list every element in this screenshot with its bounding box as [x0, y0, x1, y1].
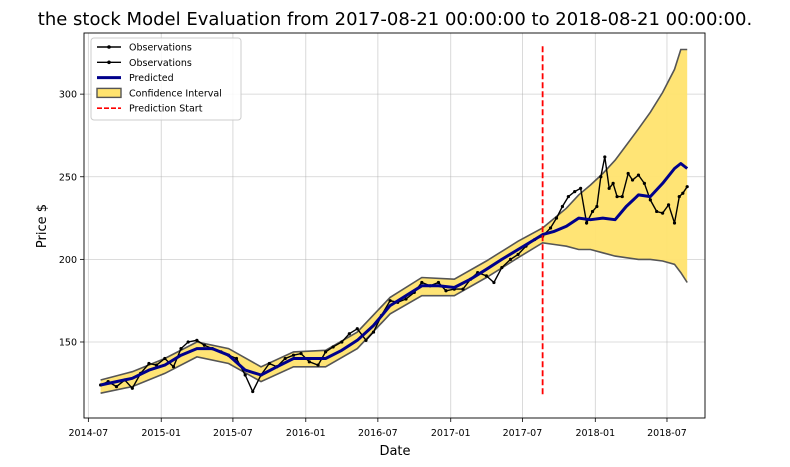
observation-point	[436, 280, 441, 285]
observation-point	[516, 252, 520, 257]
observation-point	[404, 297, 408, 301]
observation-point	[316, 363, 320, 367]
observation-point	[364, 338, 368, 342]
observation-point	[626, 171, 630, 176]
observation-point	[599, 175, 603, 179]
observation-point	[590, 209, 595, 214]
observation-point	[595, 204, 599, 209]
observation-point	[195, 338, 199, 342]
confidence-interval-lower-edge	[100, 241, 688, 394]
observation-point	[171, 365, 176, 369]
observation-point	[234, 356, 239, 361]
chart-title: the stock Model Evaluation from 2017-08-…	[38, 9, 752, 30]
legend-observations-marker	[107, 45, 111, 49]
observation-point	[642, 181, 647, 185]
observation-point	[331, 345, 335, 349]
observation-point	[607, 186, 611, 190]
observation-point	[388, 299, 392, 303]
legend-label: Confidence Interval	[129, 88, 222, 99]
observation-point	[444, 289, 448, 293]
observation-point	[615, 194, 619, 199]
observation-point	[202, 343, 206, 347]
observation-point	[323, 350, 328, 354]
observation-point	[484, 274, 488, 278]
observation-point	[655, 209, 659, 214]
axes: 2014-07 2015-01 2015-07 2016-01 2016-07 2017-…	[59, 32, 706, 439]
predicted-line	[100, 162, 689, 387]
observation-point	[163, 356, 167, 361]
x-tick-label: 2017-07	[503, 428, 543, 439]
y-axis-label: Price $	[35, 204, 50, 248]
observation-point	[681, 191, 685, 195]
observation-point	[579, 186, 583, 190]
observation-point	[685, 185, 689, 189]
legend-label: Prediction Start	[129, 104, 203, 115]
observation-point	[666, 203, 671, 207]
observation-point	[179, 347, 183, 351]
predicted-layer	[100, 162, 689, 387]
observation-point	[340, 340, 344, 344]
observation-point	[584, 221, 589, 225]
observation-point	[347, 332, 351, 336]
confidence-interval-band	[100, 49, 688, 394]
observation-point	[420, 280, 424, 285]
observation-point	[371, 330, 376, 334]
legend: Observations Observations Predicted Confide…	[90, 37, 242, 121]
observation-point	[554, 216, 559, 220]
x-tick-label: 2016-01	[286, 428, 326, 439]
observation-point	[307, 360, 311, 364]
observation-point	[147, 361, 151, 366]
observation-point	[566, 194, 570, 199]
observation-point	[630, 178, 635, 182]
observation-point	[648, 198, 652, 202]
legend-observations-marker	[107, 60, 111, 65]
observation-point	[283, 356, 287, 361]
legend-label: Observations	[129, 43, 192, 54]
plot-frame	[83, 32, 706, 419]
observation-point	[603, 155, 607, 159]
observation-point	[560, 204, 565, 209]
observation-point	[243, 373, 247, 377]
observation-point	[267, 361, 271, 366]
observation-point	[299, 351, 303, 356]
x-tick-label: 2015-01	[141, 428, 181, 439]
observation-point	[492, 280, 496, 285]
y-tick-label: 150	[59, 337, 77, 348]
x-tick-label: 2017-01	[431, 428, 471, 439]
x-axis-label: Date	[379, 444, 410, 459]
observation-point	[114, 385, 119, 389]
observation-point	[620, 194, 624, 199]
x-tick-label: 2015-07	[213, 428, 253, 439]
y-tick-label: 250	[59, 172, 77, 183]
y-tick-label: 200	[59, 255, 77, 266]
observation-point	[355, 327, 359, 331]
x-tick-label: 2018-07	[647, 428, 687, 439]
observation-point	[677, 194, 681, 199]
legend-label: Observations	[129, 58, 192, 69]
confidence-interval-upper-edge	[100, 48, 688, 381]
observation-point	[548, 226, 553, 230]
y-tick-label: 300	[59, 90, 77, 101]
x-tick-label: 2014-07	[69, 428, 109, 439]
observation-point	[186, 340, 190, 344]
observation-point	[251, 389, 255, 394]
observation-point	[636, 173, 641, 177]
observation-point	[672, 221, 677, 225]
x-tick-label: 2016-07	[358, 428, 398, 439]
observation-point	[611, 181, 615, 185]
confidence-interval-layer	[100, 48, 688, 394]
observation-point	[508, 257, 513, 261]
observation-point	[661, 211, 665, 215]
observation-point	[130, 386, 134, 390]
observation-point	[573, 190, 577, 194]
legend-box	[90, 37, 242, 121]
legend-label: Predicted	[129, 73, 174, 84]
observation-point	[461, 287, 465, 291]
x-tick-label: 2018-01	[575, 428, 615, 439]
observation-point	[500, 266, 504, 270]
observation-point	[291, 353, 296, 357]
legend-confidence-swatch	[96, 87, 122, 99]
